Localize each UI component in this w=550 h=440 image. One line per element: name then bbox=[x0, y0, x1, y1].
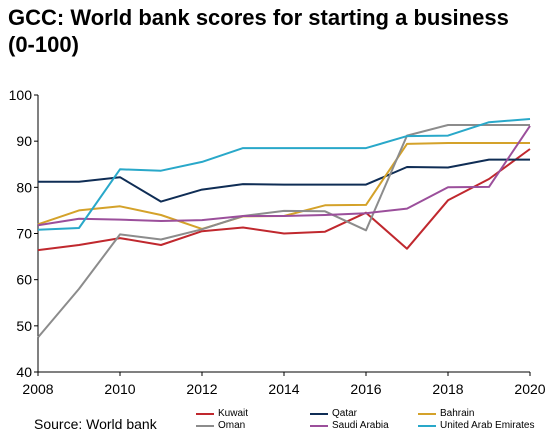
legend-swatch bbox=[310, 424, 328, 427]
legend-label: Saudi Arabia bbox=[332, 420, 389, 431]
x-tick-label: 2014 bbox=[268, 381, 299, 397]
legend-label: Oman bbox=[218, 420, 246, 431]
y-tick-label: 90 bbox=[16, 133, 32, 149]
x-tick-label: 2010 bbox=[104, 381, 135, 397]
legend-label: Kuwait bbox=[218, 408, 249, 419]
source-note: Source: World bank bbox=[34, 416, 157, 432]
series-line-united-arab-emirates bbox=[37, 118, 531, 231]
legend-swatch bbox=[310, 412, 328, 415]
y-tick-label: 80 bbox=[16, 179, 32, 195]
chart-title: GCC: World bank scores for starting a bu… bbox=[8, 5, 509, 57]
legend-item: Saudi Arabia bbox=[310, 420, 389, 431]
legend-item: Qatar bbox=[310, 408, 357, 419]
legend-item: Oman bbox=[196, 420, 245, 431]
legend-label: United Arab Emirates bbox=[440, 420, 535, 431]
x-tick-label: 2016 bbox=[350, 381, 381, 397]
x-tick-label: 2018 bbox=[432, 381, 463, 397]
x-tick-label: 2020 bbox=[514, 381, 545, 397]
legend-swatch bbox=[418, 424, 436, 427]
x-tick-label: 2012 bbox=[186, 381, 217, 397]
legend-label: Bahrain bbox=[440, 408, 475, 419]
legend-label: Qatar bbox=[332, 408, 358, 419]
x-tick-label: 2008 bbox=[22, 381, 53, 397]
y-tick-label: 50 bbox=[16, 318, 32, 334]
series-line-kuwait bbox=[37, 148, 531, 252]
chart-series-lines bbox=[37, 118, 531, 339]
legend-item: United Arab Emirates bbox=[418, 420, 535, 431]
series-line-saudi-arabia bbox=[37, 125, 531, 227]
series-line-qatar bbox=[38, 158, 530, 203]
legend-swatch bbox=[418, 412, 436, 415]
y-tick-label: 70 bbox=[16, 226, 32, 242]
y-tick-label: 100 bbox=[9, 87, 33, 103]
y-tick-label: 40 bbox=[16, 364, 32, 380]
legend-swatch bbox=[196, 412, 214, 415]
legend-item: Kuwait bbox=[196, 408, 248, 419]
legend-swatch bbox=[196, 424, 214, 427]
series-line-oman bbox=[37, 124, 530, 339]
chart-axes: 40 50 60 70 80 90 100 2008 2010 2012 2014 2016 2018 2… bbox=[9, 87, 546, 397]
legend-item: Bahrain bbox=[418, 408, 474, 419]
y-tick-label: 60 bbox=[16, 272, 32, 288]
